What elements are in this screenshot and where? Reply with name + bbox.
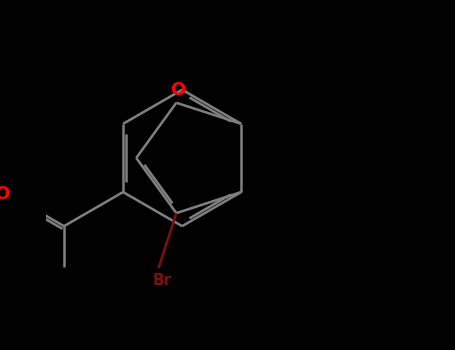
Text: Br: Br [152,273,172,288]
Text: O: O [170,82,185,99]
Text: O: O [0,185,9,203]
